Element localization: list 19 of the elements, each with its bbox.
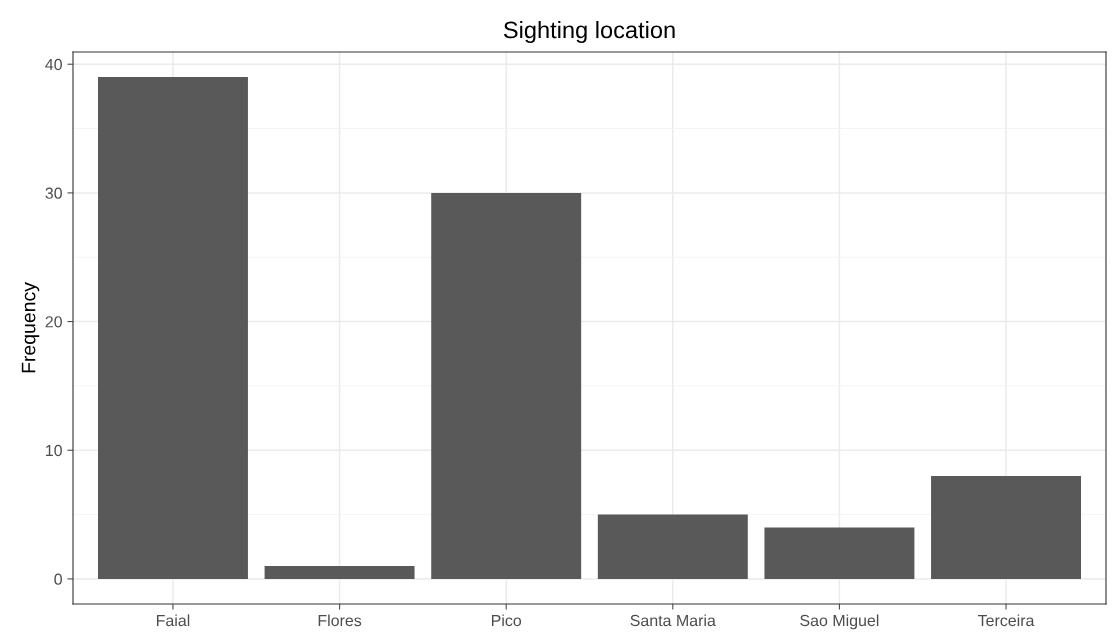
- x-tick-label: Sao Miguel: [800, 614, 879, 630]
- y-axis-title: Frequency: [21, 282, 40, 373]
- y-tick-label: 0: [54, 573, 62, 585]
- bar: [931, 475, 1082, 579]
- x-tick-label: Pico: [491, 614, 522, 627]
- bar: [97, 77, 248, 579]
- x-tick-label: Faial: [156, 614, 190, 627]
- x-tick-label: Terceira: [977, 614, 1035, 627]
- y-tick-label: 30: [45, 187, 62, 199]
- bar: [597, 514, 748, 579]
- y-tick-label: 10: [46, 444, 62, 457]
- x-tick-label: Flores: [318, 614, 362, 627]
- bar: [764, 527, 915, 579]
- bar: [431, 192, 582, 579]
- y-tick-label: 40: [45, 58, 62, 71]
- bar: [264, 566, 415, 579]
- x-tick-label: Santa Maria: [630, 614, 716, 627]
- chart-title: Sighting location: [503, 21, 675, 44]
- y-tick-label: 20: [45, 316, 62, 328]
